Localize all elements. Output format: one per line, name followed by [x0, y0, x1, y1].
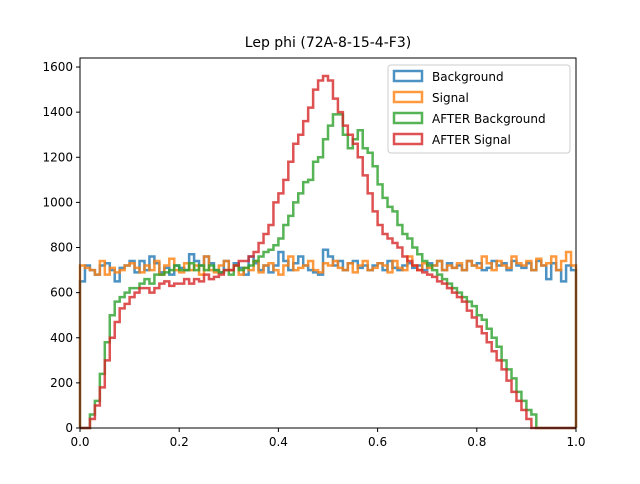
x-tick-label: 0.2: [170, 435, 189, 449]
series-line-after-background: [80, 113, 576, 430]
y-tick-label: 1200: [42, 150, 73, 164]
legend: Background Signal AFTER Background AFTER Si…: [387, 64, 571, 154]
legend-label: Background: [432, 70, 504, 84]
x-tick-label: 0.8: [467, 435, 486, 449]
y-tick-label: 0: [65, 421, 73, 435]
y-tick-label: 400: [50, 331, 73, 345]
x-tick-label: 0.6: [368, 435, 387, 449]
x-tick-label: 0.4: [269, 435, 288, 449]
y-tick-label: 1400: [42, 105, 73, 119]
y-tick-label: 1600: [42, 60, 73, 74]
y-tick-label: 200: [50, 376, 73, 390]
x-tick-label: 1.0: [566, 435, 585, 449]
y-tick-label: 600: [50, 286, 73, 300]
plot-frame: [79, 57, 577, 429]
legend-swatch: [392, 111, 424, 125]
legend-label: AFTER Background: [432, 112, 546, 126]
legend-swatch: [392, 132, 424, 146]
legend-box: [387, 64, 571, 154]
legend-swatch: [392, 69, 424, 83]
legend-label: Signal: [432, 91, 469, 105]
x-axis: 0.0 0.2 0.4 0.6 0.8 1.0: [70, 428, 586, 449]
x-tick-label: 0.0: [70, 435, 89, 449]
legend-label: AFTER Signal: [432, 133, 511, 147]
y-tick-label: 1000: [42, 195, 73, 209]
y-tick-label: 800: [50, 241, 73, 255]
legend-swatch: [392, 90, 424, 104]
series-line-after-signal: [80, 74, 576, 430]
chart-title: Lep phi (72A-8-15-4-F3): [245, 35, 411, 51]
series-layer: [78, 74, 578, 430]
y-axis: 0 200 400 600 800 1000 1200 1400 1600: [42, 60, 80, 435]
series-line-background: [78, 248, 578, 428]
